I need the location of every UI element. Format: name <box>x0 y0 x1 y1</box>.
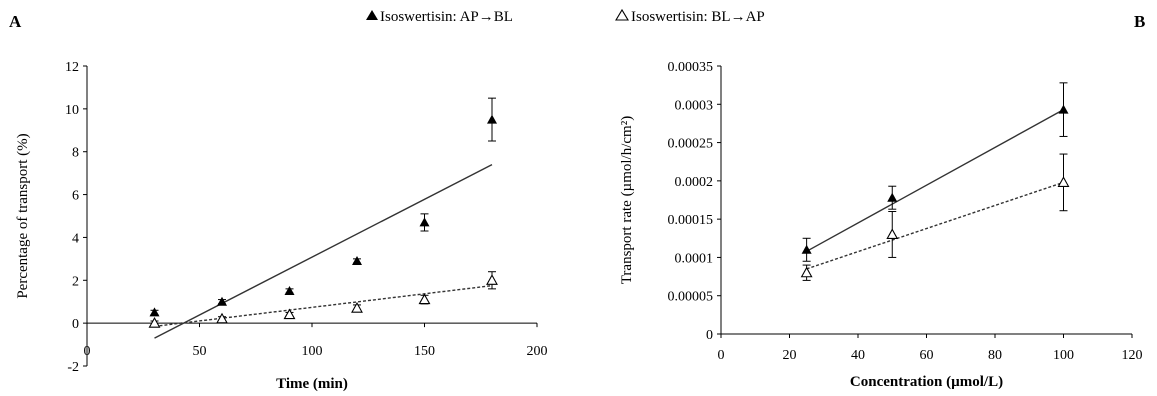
x-tick-label: 0 <box>84 344 91 359</box>
x-tick-label: 200 <box>527 344 548 359</box>
x-tick-label: 60 <box>920 348 934 363</box>
series-1 <box>149 97 497 339</box>
x-tick-label: 100 <box>302 344 323 359</box>
data-point-filled-triangle <box>149 307 160 317</box>
x-tick-label: 100 <box>1053 348 1074 363</box>
data-point-filled-triangle <box>419 217 430 227</box>
y-tick-label: 0.00025 <box>668 137 714 152</box>
chart-a: -2 0 2 4 6 8 10 12 0 50 100 150 200 Time (min) Percent… <box>15 60 548 392</box>
x-tick-label: 150 <box>414 344 435 359</box>
x-tick-label: 40 <box>851 348 865 363</box>
y-tick-label: 4 <box>72 231 79 246</box>
x-tick-label: 120 <box>1122 348 1143 363</box>
data-point-open-triangle <box>216 312 228 324</box>
y-axis-title: Transport rate (µmol/h/cm²) <box>619 116 635 284</box>
data-point-open-triangle <box>351 302 363 313</box>
x-axis-title: Concentration (µmol/L) <box>850 374 1003 390</box>
x-tick-label: 0 <box>718 348 725 363</box>
y-tick-label: 0.0002 <box>675 175 714 190</box>
data-point-open-triangle <box>486 274 498 285</box>
trendline-dashed <box>154 284 493 328</box>
y-tick-label: 0 <box>72 317 79 332</box>
trendline-solid <box>806 109 1064 252</box>
chart-b: 0 0.00005 0.0001 0.00015 0.0002 0.00025 0.0003… <box>619 60 1143 390</box>
data-point-filled-triangle <box>801 244 812 254</box>
y-tick-label: 0.00035 <box>668 60 714 75</box>
y-tick-label: -2 <box>67 360 79 375</box>
panel-b-letter: B <box>1134 12 1145 31</box>
y-tick-label: 0.0003 <box>675 98 714 113</box>
series-2 <box>800 153 1070 281</box>
data-point-open-triangle <box>283 308 296 320</box>
data-point-filled-triangle <box>487 114 497 124</box>
series-1 <box>801 82 1069 262</box>
panel-a-letter: A <box>9 12 22 31</box>
legend: Isoswertisin: AP→BL Isoswertisin: BL→AP <box>366 8 765 25</box>
x-axis-title: Time (min) <box>276 376 348 392</box>
y-tick-label: 6 <box>72 189 79 204</box>
legend-filled-triangle-icon <box>366 10 378 20</box>
trendline-dashed <box>806 181 1064 270</box>
data-point-filled-triangle <box>284 286 295 295</box>
y-axis-title: Percentage of transport (%) <box>15 133 31 298</box>
y-tick-label: 0.00005 <box>668 290 714 305</box>
y-tick-label: 12 <box>65 60 79 75</box>
legend-open-triangle-icon <box>615 8 629 21</box>
y-tick-label: 0 <box>706 328 713 343</box>
x-tick-label: 20 <box>783 348 797 363</box>
data-point-open-triangle <box>886 228 899 240</box>
data-point-open-triangle <box>800 266 813 278</box>
data-point-filled-triangle <box>1058 104 1069 114</box>
data-point-filled-triangle <box>217 296 227 306</box>
x-tick-label: 50 <box>193 344 207 359</box>
trendline-solid <box>154 163 493 339</box>
y-tick-label: 8 <box>72 146 79 161</box>
x-tick-label: 80 <box>988 348 1002 363</box>
y-tick-label: 10 <box>65 103 79 118</box>
legend-series1-label: Isoswertisin: AP→BL <box>380 9 513 25</box>
data-point-filled-triangle <box>887 192 898 202</box>
y-tick-label: 0.0001 <box>675 251 714 266</box>
data-point-filled-triangle <box>352 256 362 265</box>
y-tick-label: 0.00015 <box>668 213 714 228</box>
data-point-open-triangle <box>1057 176 1070 187</box>
series-2 <box>148 271 498 328</box>
y-tick-label: 2 <box>72 274 79 289</box>
legend-series2-label: Isoswertisin: BL→AP <box>631 9 765 25</box>
data-point-open-triangle <box>148 317 161 328</box>
data-point-open-triangle <box>418 293 431 305</box>
